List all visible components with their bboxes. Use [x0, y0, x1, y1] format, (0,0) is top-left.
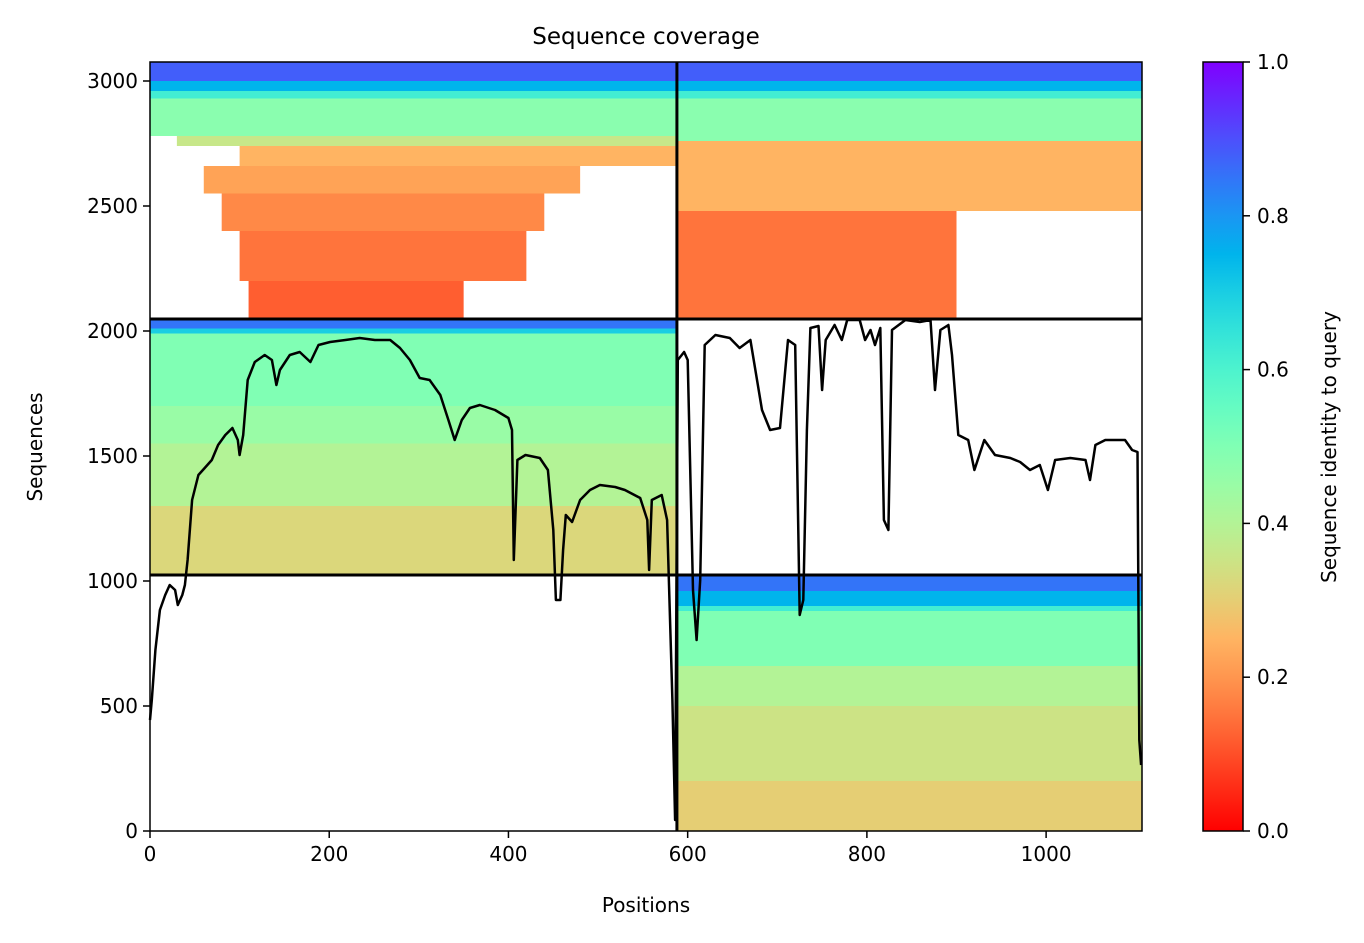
colorbar-tick-label: 0.4	[1257, 511, 1289, 535]
heatmap-cell	[676, 666, 1142, 706]
heatmap-cell	[239, 146, 677, 166]
x-tick-label: 1000	[1021, 842, 1072, 866]
heatmap-cell	[676, 98, 1142, 141]
x-axis-label: Positions	[602, 893, 690, 917]
y-tick-label: 3000	[87, 69, 138, 93]
heatmap-cell	[221, 193, 545, 231]
heatmap-cell	[676, 611, 1142, 666]
heatmap-cell	[150, 443, 677, 506]
x-tick-label: 200	[310, 842, 348, 866]
heatmap-cell	[150, 406, 677, 444]
y-tick-label: 500	[100, 694, 138, 718]
heatmap-cell	[676, 81, 1142, 91]
x-tick-label: 600	[669, 842, 707, 866]
heatmap-cell	[150, 81, 677, 91]
chart-title: Sequence coverage	[532, 24, 760, 50]
heatmap-cell	[150, 91, 677, 99]
heatmap-cell	[676, 575, 1142, 591]
y-tick-label: 2000	[87, 319, 138, 343]
colorbar-tick-label: 0.2	[1257, 665, 1289, 689]
y-tick-label: 1000	[87, 569, 138, 593]
heatmap-cell	[150, 319, 677, 329]
colorbar-tick-label: 0.0	[1257, 819, 1289, 843]
x-tick-label: 0	[144, 842, 157, 866]
heatmap-cell	[676, 141, 1142, 211]
plot-frame	[149, 61, 1143, 832]
heatmap-cell	[239, 231, 527, 281]
colorbar-tick-label: 1.0	[1257, 50, 1289, 74]
heatmap-cell	[176, 136, 677, 146]
colorbar-tick-label: 0.8	[1257, 204, 1289, 228]
heatmap-cell	[150, 506, 677, 575]
y-tick-label: 2500	[87, 194, 138, 218]
colorbar-tick-label: 0.6	[1257, 358, 1289, 382]
heatmap-cell	[676, 606, 1142, 611]
heatmap-cell	[676, 91, 1142, 99]
heatmap-cell	[676, 62, 1142, 81]
colorbar-label: Sequence identity to query	[1317, 311, 1341, 583]
heatmap-cell	[150, 328, 677, 334]
heatmap-cell	[203, 166, 581, 194]
x-tick-label: 400	[489, 842, 527, 866]
heatmap-cell	[150, 333, 677, 406]
heatmap-cell	[150, 62, 677, 81]
x-tick-label: 800	[848, 842, 886, 866]
colorbar	[1202, 61, 1244, 832]
heatmap-cell	[676, 591, 1142, 606]
heatmap-cell	[676, 781, 1142, 831]
coverage-line	[148, 318, 1143, 822]
heatmap-cell	[150, 98, 677, 136]
y-tick-label: 0	[125, 819, 138, 843]
heatmap-cell	[676, 211, 957, 319]
heatmap-cell	[248, 281, 464, 319]
y-tick-label: 1500	[87, 444, 138, 468]
y-axis-label: Sequences	[23, 392, 47, 501]
heatmap-cell	[676, 706, 1142, 781]
